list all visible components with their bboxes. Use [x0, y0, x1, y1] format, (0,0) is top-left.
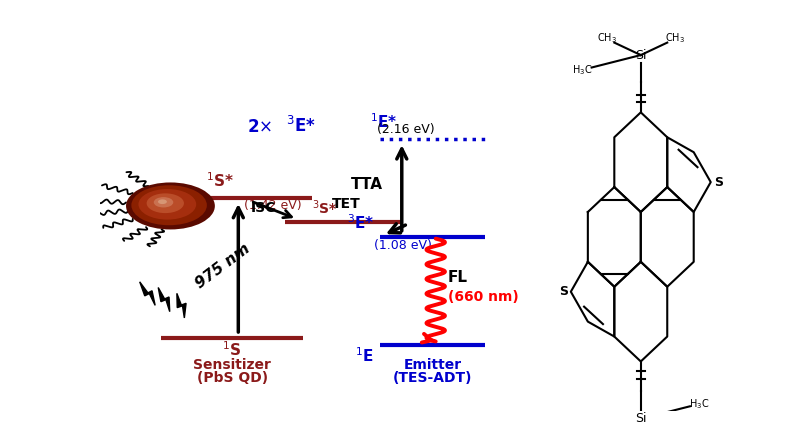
Text: (2.16 eV): (2.16 eV): [377, 123, 435, 137]
Text: Sensitizer: Sensitizer: [193, 358, 271, 372]
Text: (PbS QD): (PbS QD): [197, 371, 267, 385]
Circle shape: [154, 197, 174, 207]
Text: $^3$E*: $^3$E*: [346, 213, 374, 232]
Text: Si: Si: [635, 412, 646, 424]
Polygon shape: [177, 293, 186, 318]
Text: (1.08 eV): (1.08 eV): [374, 239, 432, 251]
Circle shape: [158, 199, 167, 204]
Polygon shape: [158, 287, 170, 312]
Text: TTA: TTA: [351, 177, 384, 192]
Text: (1.42 eV): (1.42 eV): [244, 199, 302, 212]
Text: $^3$S*: $^3$S*: [312, 199, 338, 218]
Text: S: S: [714, 176, 723, 189]
Text: 975 nm: 975 nm: [193, 241, 253, 292]
Text: $^1$S*: $^1$S*: [206, 171, 234, 190]
Text: Emitter: Emitter: [404, 358, 462, 372]
Text: H$_3$C: H$_3$C: [689, 397, 709, 411]
Text: ISC: ISC: [251, 201, 276, 215]
Text: $^1$E*: $^1$E*: [369, 112, 397, 131]
Text: H$_3$C: H$_3$C: [572, 63, 592, 77]
Text: (TES-ADT): (TES-ADT): [393, 371, 472, 385]
Circle shape: [146, 193, 184, 213]
Text: S: S: [559, 285, 568, 298]
Circle shape: [126, 182, 215, 229]
Text: CH$_3$: CH$_3$: [597, 31, 617, 45]
Text: Si: Si: [635, 49, 646, 61]
Text: (660 nm): (660 nm): [448, 290, 519, 304]
Circle shape: [131, 185, 207, 225]
Text: $^1$S: $^1$S: [222, 340, 242, 359]
Text: TET: TET: [332, 197, 361, 211]
Text: CH$_3$: CH$_3$: [665, 31, 685, 45]
Text: 2$\times$: 2$\times$: [247, 118, 272, 136]
Text: $^1$E: $^1$E: [355, 346, 374, 365]
Text: FL: FL: [448, 270, 468, 285]
Text: $^3$E*: $^3$E*: [286, 116, 315, 136]
Polygon shape: [140, 282, 155, 305]
Circle shape: [139, 189, 196, 220]
